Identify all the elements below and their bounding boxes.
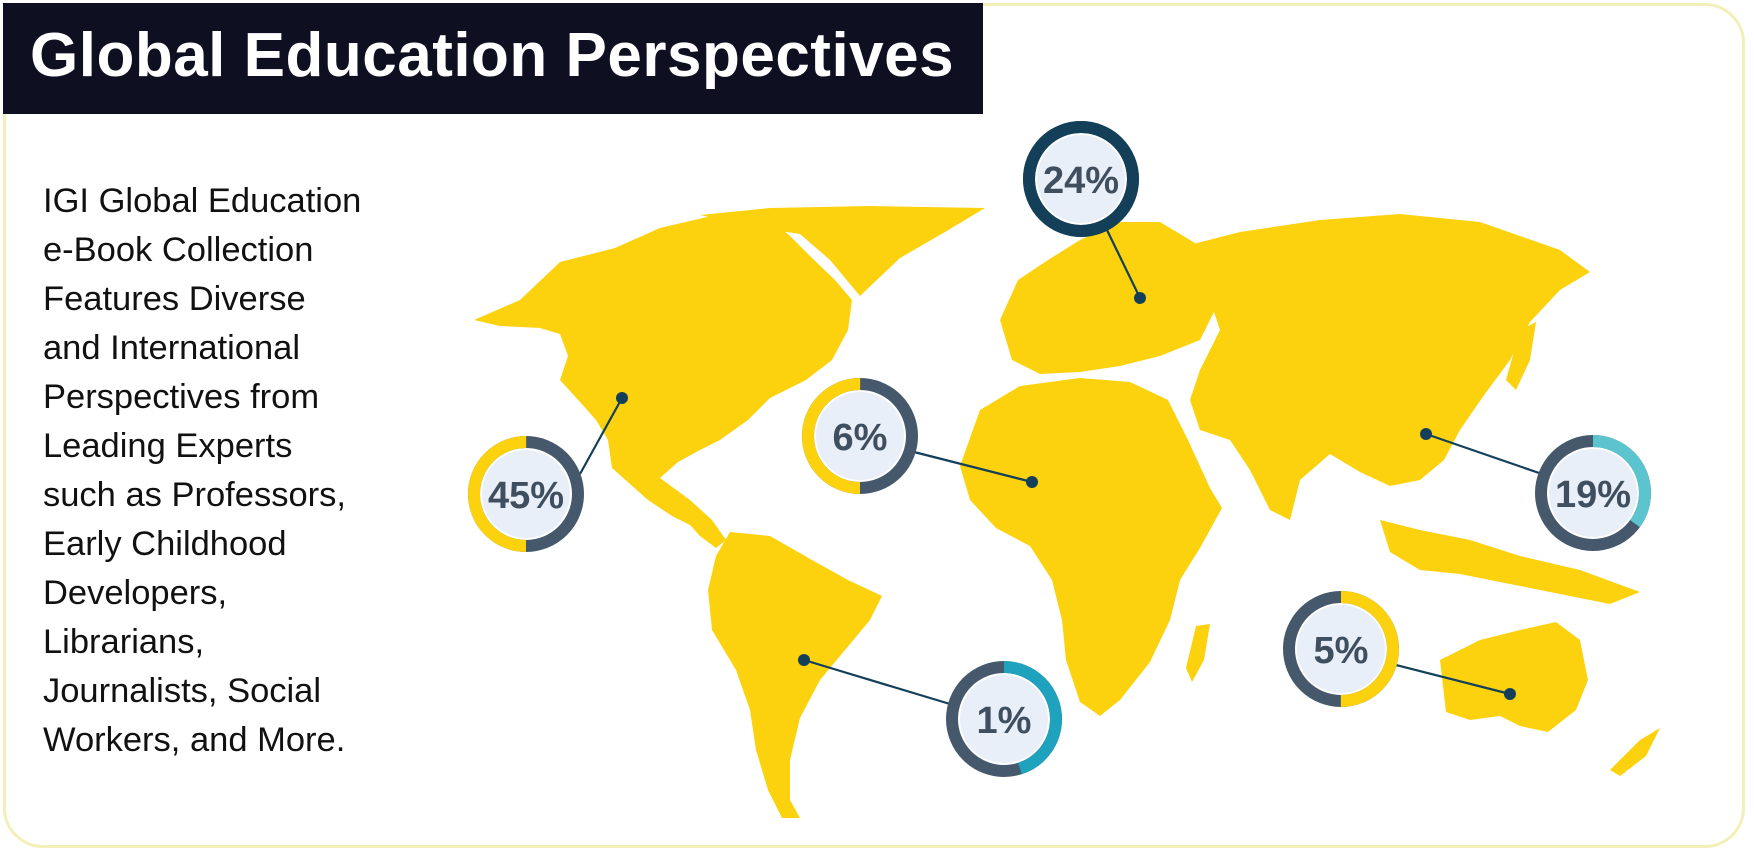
continent-north-america [474, 210, 852, 530]
location-dot-australia [1504, 688, 1516, 700]
continent-australia [1440, 622, 1588, 732]
stat-ring-africa: 6% [802, 378, 918, 494]
location-dot-africa [1026, 476, 1038, 488]
stat-label: 6% [833, 417, 888, 459]
stat-label: 45% [488, 475, 564, 517]
description-line: Journalists, Social [43, 672, 322, 710]
connector-lines [579, 227, 1543, 706]
description-line: e-Book Collection [43, 231, 314, 269]
description-line: Workers, and More. [43, 721, 346, 759]
description-line: Early Childhood [43, 525, 287, 563]
continent-europe [1000, 222, 1220, 374]
description-line: and International [43, 329, 301, 367]
description-line: Librarians, [43, 623, 205, 661]
continent-madagascar [1186, 624, 1210, 682]
continent-greenland [700, 206, 985, 296]
stat-ring-south-america: 1% [946, 661, 1062, 777]
stat-label: 1% [977, 700, 1032, 742]
description-line: Leading Experts [43, 427, 293, 465]
location-dots [616, 292, 1516, 700]
description-line: Perspectives from [43, 378, 320, 416]
continents [474, 206, 1660, 818]
location-dot-north-america [616, 392, 628, 404]
connector-europe [1105, 227, 1141, 299]
stat-ring-australia: 5% [1283, 591, 1399, 707]
description-text: IGI Global Education e-Book Collection F… [43, 177, 423, 765]
connector-africa [913, 450, 1033, 484]
stat-ring-asia: 19% [1535, 435, 1651, 551]
continent-japan [1506, 322, 1536, 390]
stat-label: 5% [1314, 630, 1369, 672]
location-dot-europe [1134, 292, 1146, 304]
location-dot-asia [1420, 428, 1432, 440]
connector-north-america [579, 397, 623, 475]
connector-asia [1425, 432, 1543, 476]
location-dot-south-america [798, 654, 810, 666]
description-line: such as Professors, [43, 476, 346, 514]
stat-ring-north-america: 45% [468, 436, 584, 552]
stat-ring-europe: 24% [1023, 121, 1139, 237]
continent-central-america [660, 478, 726, 548]
description-line: Features Diverse [43, 280, 306, 318]
connector-south-america [803, 658, 951, 706]
stat-label: 24% [1043, 160, 1119, 202]
stat-label: 19% [1555, 474, 1631, 516]
connector-australia [1391, 662, 1511, 696]
title-bar: Global Education Perspectives [3, 3, 983, 114]
continent-new-zealand [1610, 728, 1660, 776]
continent-africa [960, 378, 1222, 716]
description-line: Developers, [43, 574, 228, 612]
continent-south-america [708, 532, 882, 818]
page-title: Global Education Perspectives [30, 21, 955, 90]
continent-asia [1170, 214, 1590, 520]
description-line: IGI Global Education [43, 182, 362, 220]
continent-southeast-asia [1380, 520, 1640, 604]
